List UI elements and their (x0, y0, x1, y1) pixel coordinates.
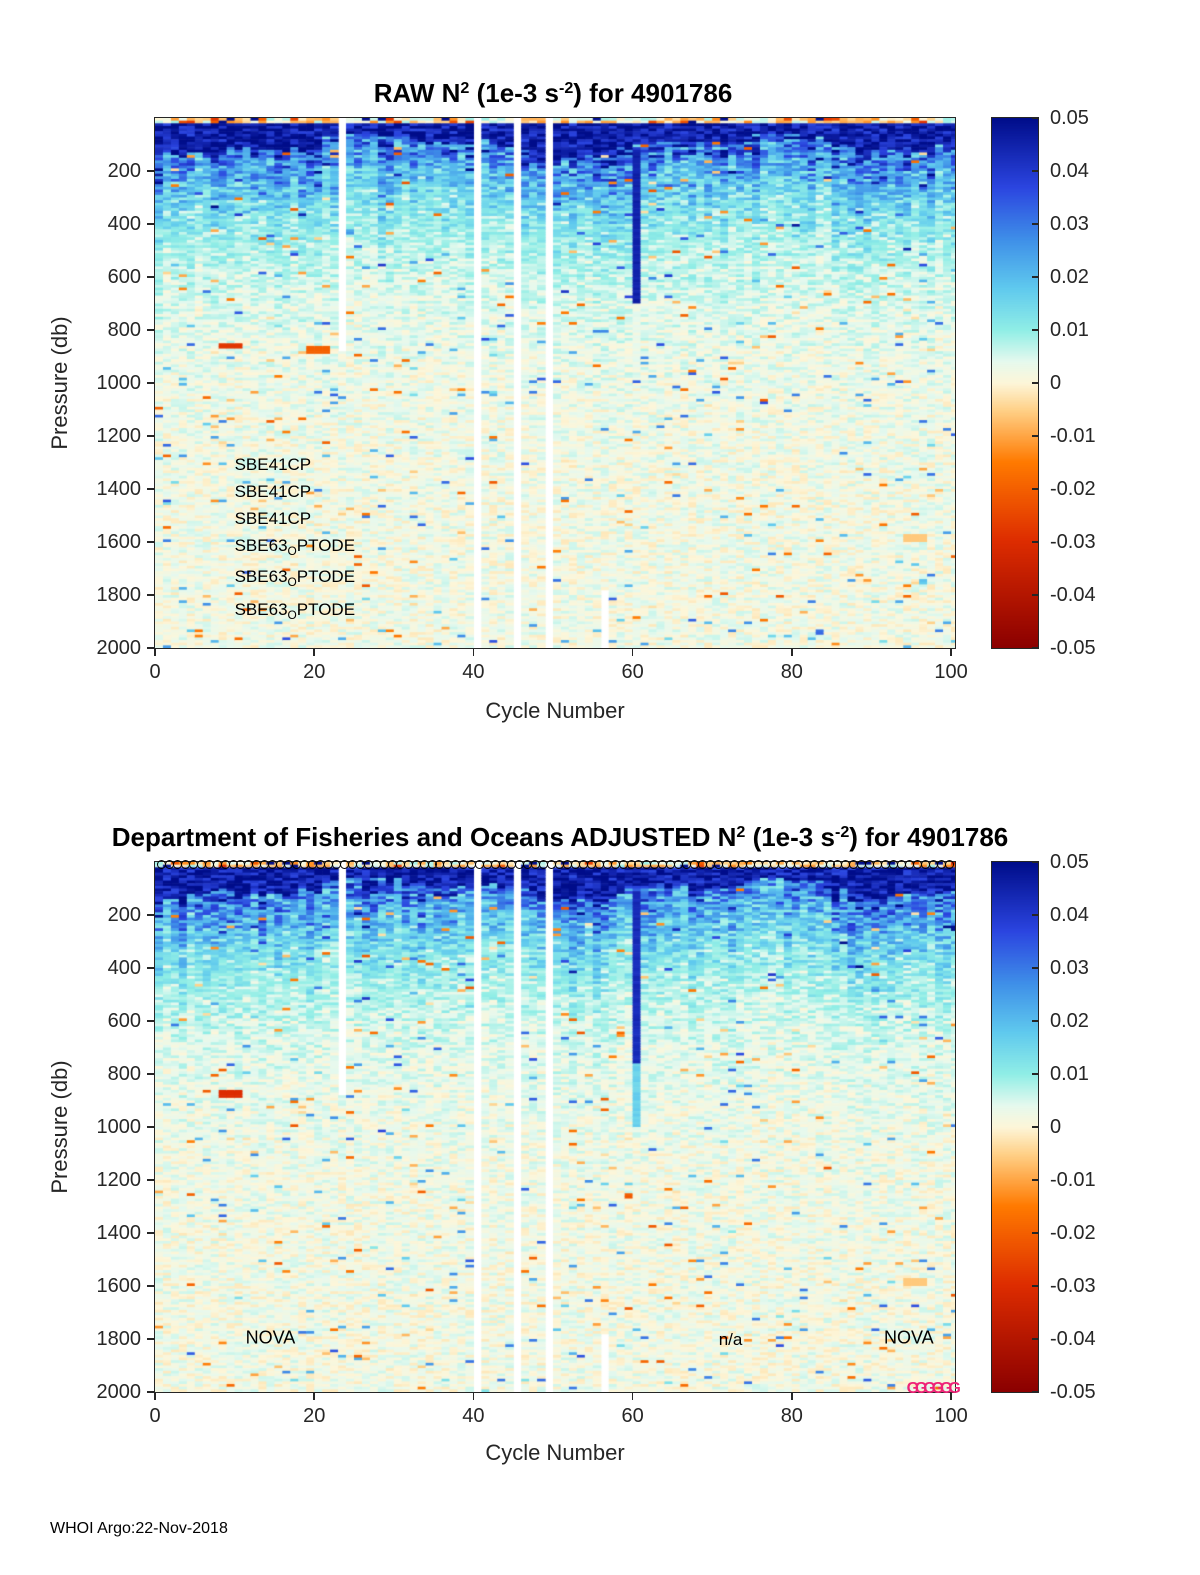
colorbar-tick-label: 0.05 (1050, 851, 1089, 873)
title-text: ) for 4901786 (849, 822, 1009, 852)
x-tick-mark (950, 1393, 952, 1400)
plot-area (154, 117, 956, 649)
x-tick-mark (472, 1393, 475, 1400)
x-tick-label: 0 (149, 1405, 161, 1427)
title-superscript: 2 (460, 79, 470, 98)
y-tick-mark (147, 1391, 154, 1393)
y-tick-mark (147, 1232, 154, 1234)
chart-title: Department of Fisheries and Oceans ADJUS… (112, 822, 1009, 853)
y-tick-label: 2000 (96, 1381, 142, 1403)
colorbar (991, 117, 1039, 649)
x-tick-mark (313, 1393, 315, 1400)
title-text: RAW N (373, 78, 461, 108)
colorbar-tick-label: -0.01 (1050, 1169, 1096, 1191)
colorbar-tick-label: -0.05 (1050, 1381, 1096, 1403)
y-axis-label: Pressure (db) (47, 1060, 72, 1194)
x-tick-label: 20 (303, 1405, 326, 1427)
y-tick-mark (147, 1020, 154, 1022)
y-tick-mark (147, 914, 154, 916)
colorbar-tick-label: -0.02 (1050, 1222, 1096, 1244)
x-tick-label: 40 (462, 1405, 485, 1427)
colorbar-tick-label: -0.04 (1050, 1328, 1096, 1350)
colorbar-tick-label: 0.03 (1050, 957, 1089, 979)
plot-area (154, 861, 956, 1393)
x-tick-mark (631, 1393, 634, 1400)
x-tick-label: 100 (934, 1405, 968, 1427)
y-tick-mark (147, 1179, 154, 1181)
colorbar (991, 861, 1039, 1393)
colorbar-tick-label: 0.04 (1050, 904, 1089, 926)
y-tick-mark (147, 1126, 154, 1128)
y-tick-label: 1800 (96, 1328, 142, 1350)
chart-title: RAW N2 (1e-3 s-2) for 4901786 (374, 78, 733, 109)
colorbar-tick-label: 0.02 (1050, 1010, 1089, 1032)
heatmap-canvas (155, 118, 955, 648)
colorbar-tick-label: -0.03 (1050, 1275, 1096, 1297)
x-tick-label: 60 (621, 1405, 644, 1427)
title-superscript: -2 (834, 823, 850, 842)
y-tick-label: 200 (107, 904, 141, 926)
y-tick-label: 600 (107, 1010, 141, 1032)
title-superscript: 2 (736, 823, 746, 842)
x-tick-mark (154, 1393, 156, 1400)
title-text: (1e-3 s (469, 78, 559, 108)
x-tick-mark (791, 1393, 793, 1400)
heatmap-canvas (155, 862, 955, 1392)
y-tick-mark (147, 1073, 154, 1075)
y-tick-mark (147, 967, 154, 969)
title-text: ) for 4901786 (573, 78, 733, 108)
title-text: Department of Fisheries and Oceans ADJUS… (111, 822, 737, 852)
footer-credit: WHOI Argo:22-Nov-2018 (50, 1520, 228, 1537)
x-axis-label: Cycle Number (485, 698, 625, 723)
colorbar-tick-label: 0.01 (1050, 1063, 1089, 1085)
title-text: (1e-3 s (745, 822, 835, 852)
y-tick-mark (147, 1285, 154, 1287)
x-axis-label: Cycle Number (485, 1440, 625, 1465)
y-tick-label: 1400 (96, 1222, 142, 1244)
colorbar-tick-label: 0 (1050, 1116, 1062, 1138)
x-tick-label: 80 (780, 1405, 803, 1427)
y-tick-mark (147, 1338, 154, 1340)
y-tick-label: 400 (107, 957, 141, 979)
y-tick-label: 1600 (96, 1275, 142, 1297)
title-superscript: -2 (558, 79, 574, 98)
